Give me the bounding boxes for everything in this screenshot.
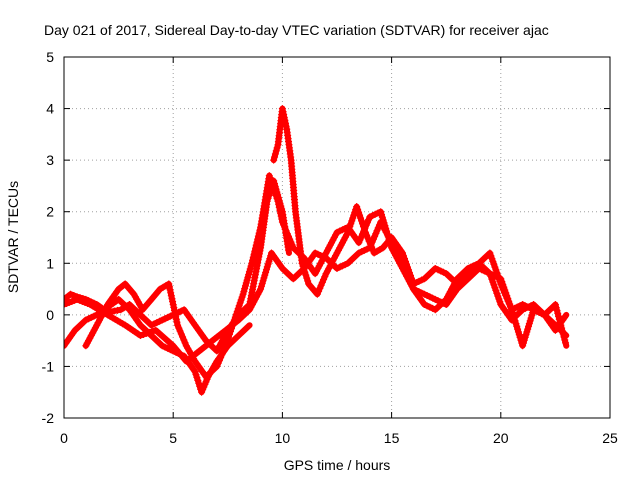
y-axis-label: SDTVAR / TECUs	[5, 181, 21, 293]
y-tick-label: 1	[46, 255, 54, 271]
y-tick-label: 5	[46, 49, 54, 65]
x-tick-label: 10	[275, 430, 291, 446]
x-tick-label: 25	[602, 430, 618, 446]
y-tick-label: 2	[46, 204, 54, 220]
data-series-group	[61, 105, 570, 396]
chart-title: Day 021 of 2017, Sidereal Day-to-day VTE…	[44, 22, 549, 38]
x-axis-label: GPS time / hours	[284, 457, 391, 473]
y-tick-label: -2	[42, 410, 55, 426]
x-tick-label: 20	[493, 430, 509, 446]
x-tick-label: 5	[169, 430, 177, 446]
x-tick-label: 0	[60, 430, 68, 446]
sdtvar-chart: Day 021 of 2017, Sidereal Day-to-day VTE…	[0, 0, 640, 480]
y-tick-label: 0	[46, 307, 54, 323]
x-tick-label: 15	[384, 430, 400, 446]
y-tick-label: 4	[46, 101, 54, 117]
y-tick-label: -1	[42, 358, 55, 374]
y-tick-label: 3	[46, 152, 54, 168]
